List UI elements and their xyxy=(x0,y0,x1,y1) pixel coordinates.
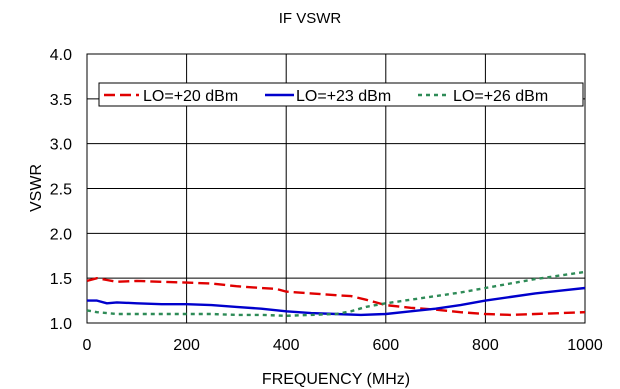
plot-area-border xyxy=(86,53,586,324)
x-tick-labels: 0 200 400 600 800 1000 xyxy=(83,337,603,354)
y-tick-label: 3.5 xyxy=(50,92,72,109)
chart-title: IF VSWR xyxy=(279,10,342,27)
y-axis-title: VSWR xyxy=(28,164,45,212)
y-tick-label: 4.0 xyxy=(50,47,72,64)
y-tick-label: 1.0 xyxy=(50,316,72,333)
series-line-1 xyxy=(86,277,586,317)
legend-box xyxy=(98,82,584,107)
x-tick-label: 800 xyxy=(472,337,499,354)
series-line-2 xyxy=(87,286,586,317)
y-tick-label: 1.5 xyxy=(50,271,72,288)
x-tick-label: 400 xyxy=(273,337,300,354)
x-tick-label: 1000 xyxy=(567,337,603,354)
legend-label-series-1: LO=+20 dBm xyxy=(143,88,238,105)
series-lines xyxy=(86,270,586,317)
legend: LO=+20 dBm LO=+23 dBm LO=+26 dBm xyxy=(98,82,584,107)
x-tick-label: 0 xyxy=(83,337,92,354)
legend-label-series-2: LO=+23 dBm xyxy=(296,88,391,105)
x-tick-label: 600 xyxy=(372,337,399,354)
x-axis-title: FREQUENCY (MHz) xyxy=(262,371,410,388)
legend-label-series-3: LO=+26 dBm xyxy=(453,88,548,105)
x-tick-label: 200 xyxy=(173,337,200,354)
y-tick-label: 3.0 xyxy=(50,137,72,154)
y-tick-labels: 1.0 1.5 2.0 2.5 3.0 3.5 4.0 xyxy=(50,47,72,333)
y-tick-label: 2.0 xyxy=(50,226,72,243)
y-tick-label: 2.5 xyxy=(50,182,72,199)
